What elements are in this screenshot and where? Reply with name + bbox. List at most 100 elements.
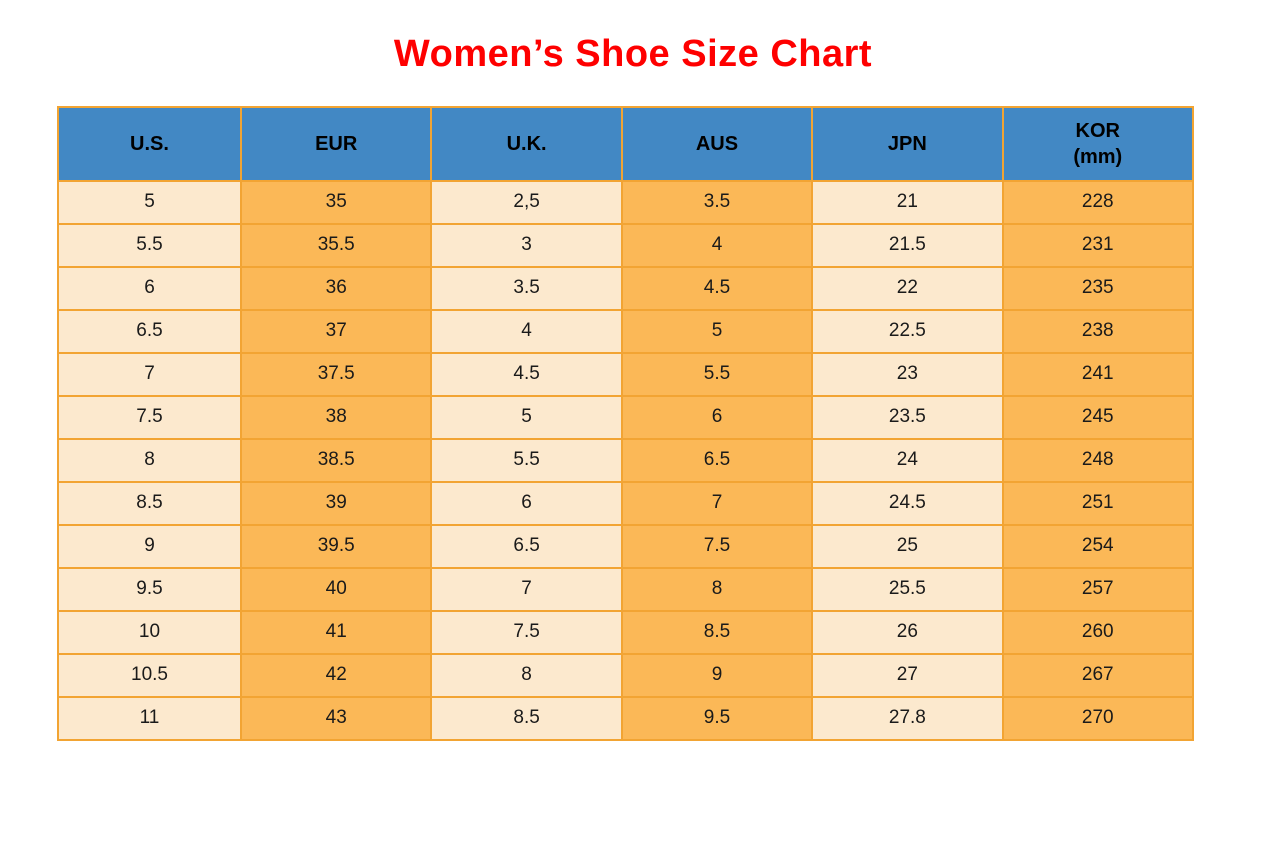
table-header: U.S. EUR U.K. AUS JPN KOR (mm) [57,105,1195,182]
table-cell: 24 [811,437,1004,483]
table-cell: 2,5 [430,179,623,225]
column-header-sublabel: (mm) [1073,145,1123,168]
table-cell: 7.5 [57,394,242,440]
table-cell: 254 [1001,523,1195,569]
table-cell: 9.5 [620,695,814,741]
table-cell: 6 [620,394,814,440]
table-cell: 5 [430,394,623,440]
table-cell: 35.5 [239,222,433,268]
table-cell: 3.5 [620,179,814,225]
table-cell: 42 [239,652,433,698]
header-row: U.S. EUR U.K. AUS JPN KOR (mm) [57,105,1195,182]
table-cell: 7 [430,566,623,612]
table-row: 5 35 2,5 3.5 21 228 [57,179,1195,225]
table-cell: 248 [1001,437,1195,483]
column-header-kor: KOR (mm) [1001,105,1195,182]
table-cell: 6.5 [57,308,242,354]
column-header-label: EUR [315,132,358,155]
table-cell: 10.5 [57,652,242,698]
table-cell: 6 [57,265,242,311]
table-cell: 8 [620,566,814,612]
table-cell: 21.5 [811,222,1004,268]
table-cell: 10 [57,609,242,655]
column-header-label: KOR [1075,119,1120,142]
table-cell: 39.5 [239,523,433,569]
table-cell: 9.5 [57,566,242,612]
table-cell: 257 [1001,566,1195,612]
table-cell: 40 [239,566,433,612]
table-cell: 38 [239,394,433,440]
table-cell: 8.5 [620,609,814,655]
shoe-size-table: U.S. EUR U.K. AUS JPN KOR (mm) [57,105,1195,741]
table-cell: 11 [57,695,242,741]
table-cell: 6.5 [620,437,814,483]
table-cell: 9 [57,523,242,569]
table-cell: 5 [620,308,814,354]
table-row: 8 38.5 5.5 6.5 24 248 [57,437,1195,483]
table-cell: 8 [430,652,623,698]
table-cell: 8 [57,437,242,483]
column-header-us: U.S. [57,105,242,182]
table-cell: 26 [811,609,1004,655]
column-header-aus: AUS [620,105,814,182]
table-cell: 4.5 [430,351,623,397]
table-row: 10.5 42 8 9 27 267 [57,652,1195,698]
table-row: 5.5 35.5 3 4 21.5 231 [57,222,1195,268]
table-body: 5 35 2,5 3.5 21 228 5.5 35.5 3 4 21.5 231 6 36 3.5 4.5 2… [57,179,1195,741]
table-row: 10 41 7.5 8.5 26 260 [57,609,1195,655]
table-row: 6.5 37 4 5 22.5 238 [57,308,1195,354]
table-cell: 23 [811,351,1004,397]
table-cell: 228 [1001,179,1195,225]
table-cell: 6.5 [430,523,623,569]
table-row: 9 39.5 6.5 7.5 25 254 [57,523,1195,569]
table-row: 11 43 8.5 9.5 27.8 270 [57,695,1195,741]
table-cell: 37.5 [239,351,433,397]
table-cell: 7.5 [430,609,623,655]
table-cell: 35 [239,179,433,225]
table-cell: 4.5 [620,265,814,311]
table-cell: 5 [57,179,242,225]
table-cell: 7 [620,480,814,526]
table-cell: 235 [1001,265,1195,311]
column-header-label: U.S. [130,132,169,155]
table-cell: 3.5 [430,265,623,311]
table-row: 6 36 3.5 4.5 22 235 [57,265,1195,311]
table-cell: 8.5 [57,480,242,526]
table-row: 8.5 39 6 7 24.5 251 [57,480,1195,526]
table-row: 9.5 40 7 8 25.5 257 [57,566,1195,612]
column-header-label: AUS [695,132,739,155]
column-header-uk: U.K. [430,105,623,182]
table-cell: 37 [239,308,433,354]
table-cell: 43 [239,695,433,741]
column-header-eur: EUR [239,105,433,182]
page-title: Women’s Shoe Size Chart [393,33,873,75]
table-row: 7.5 38 5 6 23.5 245 [57,394,1195,440]
table-cell: 267 [1001,652,1195,698]
column-header-label: U.K. [506,132,547,155]
table-cell: 9 [620,652,814,698]
table-cell: 3 [430,222,623,268]
table-cell: 251 [1001,480,1195,526]
table-cell: 24.5 [811,480,1004,526]
table-cell: 8.5 [430,695,623,741]
table-row: 7 37.5 4.5 5.5 23 241 [57,351,1195,397]
table-cell: 5.5 [620,351,814,397]
table-cell: 4 [620,222,814,268]
table-cell: 27 [811,652,1004,698]
table-cell: 5.5 [430,437,623,483]
table-cell: 38.5 [239,437,433,483]
table-cell: 25.5 [811,566,1004,612]
table-cell: 41 [239,609,433,655]
table-cell: 238 [1001,308,1195,354]
table-cell: 5.5 [57,222,242,268]
table-cell: 25 [811,523,1004,569]
table-cell: 6 [430,480,623,526]
table-cell: 22.5 [811,308,1004,354]
column-header-label: JPN [887,132,927,155]
table-cell: 7.5 [620,523,814,569]
table-cell: 7 [57,351,242,397]
table-cell: 241 [1001,351,1195,397]
column-header-jpn: JPN [811,105,1004,182]
table-cell: 270 [1001,695,1195,741]
